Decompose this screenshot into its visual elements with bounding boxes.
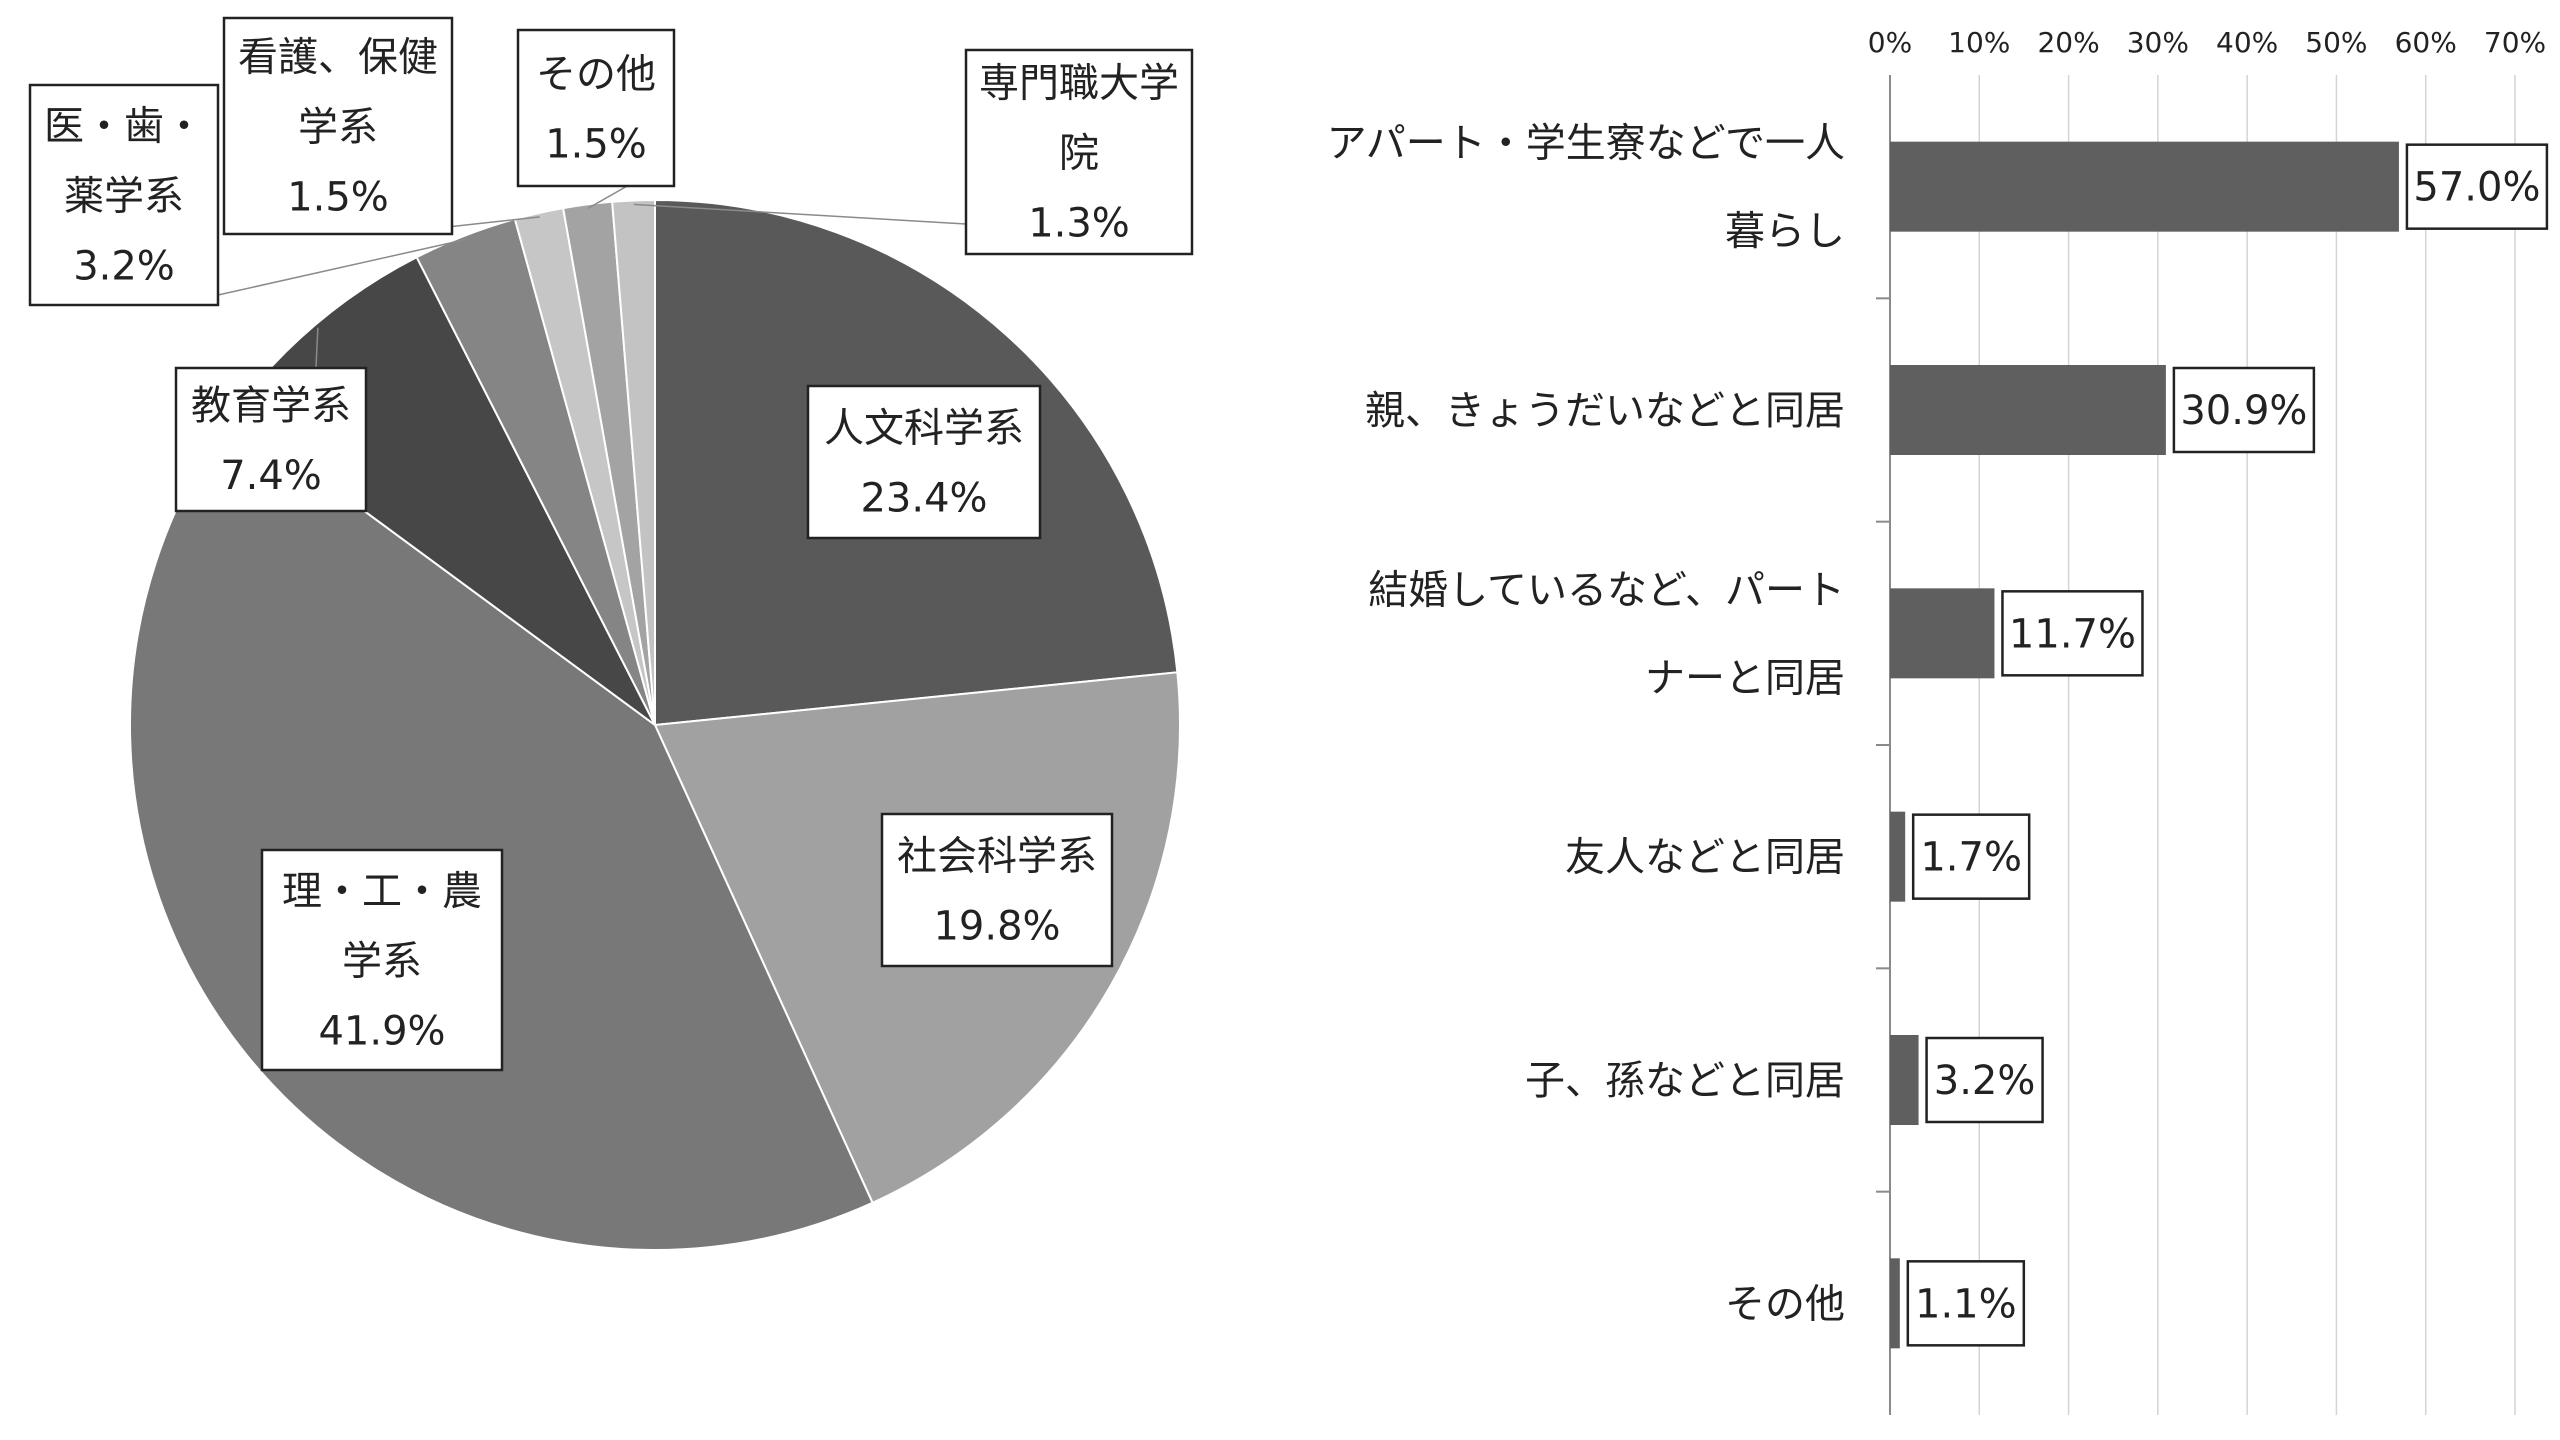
pie-category-label: 医・歯・ <box>44 103 204 149</box>
bar-category-label: アパート・学生寮などで一人 <box>1327 121 1845 167</box>
bar-category-label: ナーと同居 <box>1645 655 1845 701</box>
bar-value-label: 3.2% <box>1934 1058 2036 1104</box>
pie-chart: 人文科学系23.4%社会科学系19.8%理・工・農学系41.9%教育学系7.4%… <box>28 16 1194 1252</box>
bar-value-label-box <box>1906 1260 2026 1347</box>
pie-category-label: 薬学系 <box>64 173 184 219</box>
bar-value-label: 11.7% <box>2009 611 2136 657</box>
x-tick-label: 60% <box>2395 26 2457 59</box>
pie-label-box <box>880 812 1114 968</box>
pie-value-label: 7.4% <box>220 453 322 499</box>
bar-category-label: 親、きょうだいなどと同居 <box>1365 388 1845 434</box>
x-tick-label: 20% <box>2037 26 2099 59</box>
bar-category-label: 結婚しているなど、パート <box>1368 567 1845 613</box>
leader-line <box>633 203 967 225</box>
pie-value-label: 23.4% <box>860 475 987 521</box>
pie-label-box <box>28 83 220 307</box>
leader-line <box>587 185 628 209</box>
pie-label-box <box>260 848 504 1072</box>
bar-value-label-box <box>2001 590 2144 677</box>
bar-value-label: 1.7% <box>1920 835 2022 881</box>
bar-value-label-box <box>1925 1036 2044 1124</box>
pie-label-box <box>174 366 368 513</box>
pie-category-label: 専門職大学 <box>979 60 1179 106</box>
bar-value-label-box <box>2172 366 2316 454</box>
pie-value-label: 1.5% <box>287 174 389 220</box>
pie-label-box <box>806 384 1042 540</box>
x-tick-label: 30% <box>2127 26 2189 59</box>
pie-value-label: 41.9% <box>318 1008 445 1054</box>
bar-category-label: 暮らし <box>1725 209 1845 255</box>
bar-category-label: 子、孫などと同居 <box>1525 1058 1845 1104</box>
pie-category-label: 社会科学系 <box>897 833 1097 879</box>
x-tick-label: 10% <box>1948 26 2010 59</box>
pie-value-label: 1.5% <box>545 121 647 167</box>
bar <box>1890 811 1906 902</box>
pie-category-label: 学系 <box>298 104 378 150</box>
bar <box>1890 365 2166 455</box>
bar-value-label: 30.9% <box>2180 388 2307 434</box>
bar-category-label: 友人などと同居 <box>1565 835 1845 881</box>
pie-label-box <box>516 28 676 188</box>
bar <box>1890 1258 1900 1349</box>
pie-category-label: 看護、保健 <box>238 34 438 80</box>
pie-slice <box>611 198 656 726</box>
bar <box>1890 141 2399 232</box>
pie-category-label: 教育学系 <box>191 383 351 429</box>
bar-value-label: 57.0% <box>2413 165 2540 211</box>
pie-category-label: その他 <box>536 51 656 97</box>
leader-line <box>217 238 467 296</box>
x-tick-label: 70% <box>2484 26 2546 59</box>
pie-value-label: 19.8% <box>933 903 1060 949</box>
bar-chart: 0% 10% 20% 30% 40% 50% 60% 70% 57.0% アパート・学生寮などで一… <box>1327 26 2549 1415</box>
pie-category-label: 人文科学系 <box>824 405 1024 451</box>
x-tick-label: 0% <box>1868 26 1912 59</box>
bar-value-label: 1.1% <box>1915 1281 2017 1327</box>
pie-label-box <box>964 48 1194 256</box>
pie-category-label: 理・工・農 <box>282 868 482 914</box>
bar-value-label-box <box>1911 813 2031 900</box>
bar-value-label-box <box>2405 143 2549 230</box>
bar <box>1890 588 1995 679</box>
x-tick-label: 50% <box>2305 26 2367 59</box>
pie-value-label: 3.2% <box>73 243 175 289</box>
pie-category-label: 学系 <box>342 938 422 984</box>
bar <box>1890 1035 1919 1125</box>
bar-category-label: その他 <box>1725 1281 1845 1327</box>
pie-value-label: 1.3% <box>1028 200 1130 246</box>
x-tick-label: 40% <box>2216 26 2278 59</box>
pie-label-box <box>222 16 454 236</box>
pie-category-label: 院 <box>1059 130 1099 176</box>
